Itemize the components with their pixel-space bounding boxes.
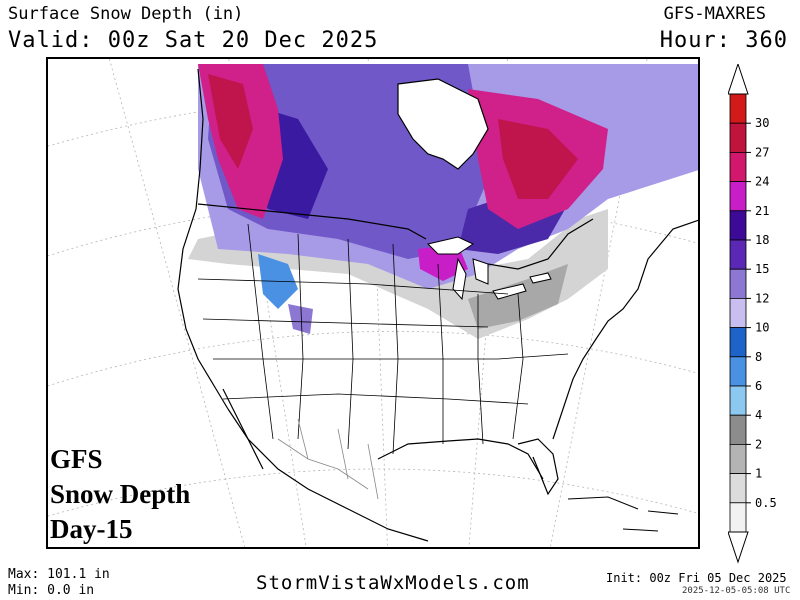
legend-tick-label: 12 — [755, 291, 769, 305]
hudson-bay — [397, 78, 489, 170]
legend-band-2 — [729, 152, 747, 183]
overlay-caption: GFS Snow Depth Day-15 — [50, 442, 190, 547]
overlay-line-model: GFS — [50, 444, 103, 474]
legend-tick-label: 1 — [755, 467, 762, 481]
legend-band-3 — [729, 181, 747, 212]
legend-tick-label: 30 — [755, 116, 769, 130]
legend-band-4 — [729, 210, 747, 241]
forecast-hour: Hour: 360 — [659, 28, 788, 53]
gulf-coast — [377, 438, 544, 480]
generation-stamp: 2025-12-05-05:08 UTC — [682, 586, 791, 596]
snow-shading — [188, 64, 698, 339]
legend-tick-label: 8 — [755, 350, 762, 364]
legend-tick-label: 24 — [755, 175, 769, 189]
florida — [517, 438, 559, 496]
legend-band-12 — [729, 443, 747, 474]
legend-band-0 — [729, 93, 747, 124]
snow-depth-map — [46, 57, 700, 549]
max-value: Max: 101.1 in — [8, 567, 110, 582]
canada-us-border — [197, 203, 594, 270]
map-canvas — [48, 59, 698, 547]
political-boundaries — [177, 68, 698, 542]
legend-tick-label: 10 — [755, 321, 769, 335]
state-lines — [197, 223, 569, 455]
legend-band-5 — [729, 239, 747, 270]
caribbean-islands — [567, 496, 679, 532]
legend-tick-label: 4 — [755, 408, 762, 422]
legend-bottom-arrow — [728, 531, 749, 564]
snow-crimson-west — [208, 74, 253, 169]
mexico-coast — [227, 408, 429, 542]
mexico-boundaries — [277, 418, 379, 500]
legend-band-14 — [729, 502, 747, 533]
overlay-line-product: Snow Depth — [50, 479, 191, 509]
snow-crimson-east — [498, 119, 578, 199]
min-value: Min: 0.0 in — [8, 583, 95, 598]
overlay-line-day: Day-15 — [50, 514, 133, 544]
legend-tick-label: 27 — [755, 145, 769, 159]
snow-rockies-violet — [288, 304, 313, 334]
map-title: Surface Snow Depth (in) — [8, 4, 244, 24]
atlantic-coast — [552, 219, 698, 440]
legend-band-1 — [729, 122, 747, 153]
legend-band-11 — [729, 414, 747, 445]
legend-tick-label: 2 — [755, 437, 762, 451]
legend-bands — [729, 93, 747, 533]
baja-california — [222, 388, 264, 470]
init-time: Init: 00z Fri 05 Dec 2025 — [606, 571, 787, 585]
site-url[interactable]: StormVistaWxModels.com — [256, 572, 530, 594]
legend-tick-label: 18 — [755, 233, 769, 247]
legend-band-9 — [729, 356, 747, 387]
legend-band-7 — [729, 297, 747, 328]
legend-top-arrow — [728, 64, 749, 95]
legend-tick-label: 6 — [755, 379, 762, 393]
pacific-coast — [177, 68, 229, 410]
legend-band-6 — [729, 268, 747, 299]
legend-band-10 — [729, 385, 747, 416]
legend-band-8 — [729, 327, 747, 358]
legend-tick-label: 21 — [755, 204, 769, 218]
model-name: GFS-MAXRES — [663, 4, 766, 24]
great-lakes — [427, 236, 552, 301]
valid-time: Valid: 00z Sat 20 Dec 2025 — [8, 28, 379, 53]
legend-tick-label: 0.5 — [755, 496, 777, 510]
legend-tick-label: 15 — [755, 262, 769, 276]
legend-band-13 — [729, 473, 747, 504]
